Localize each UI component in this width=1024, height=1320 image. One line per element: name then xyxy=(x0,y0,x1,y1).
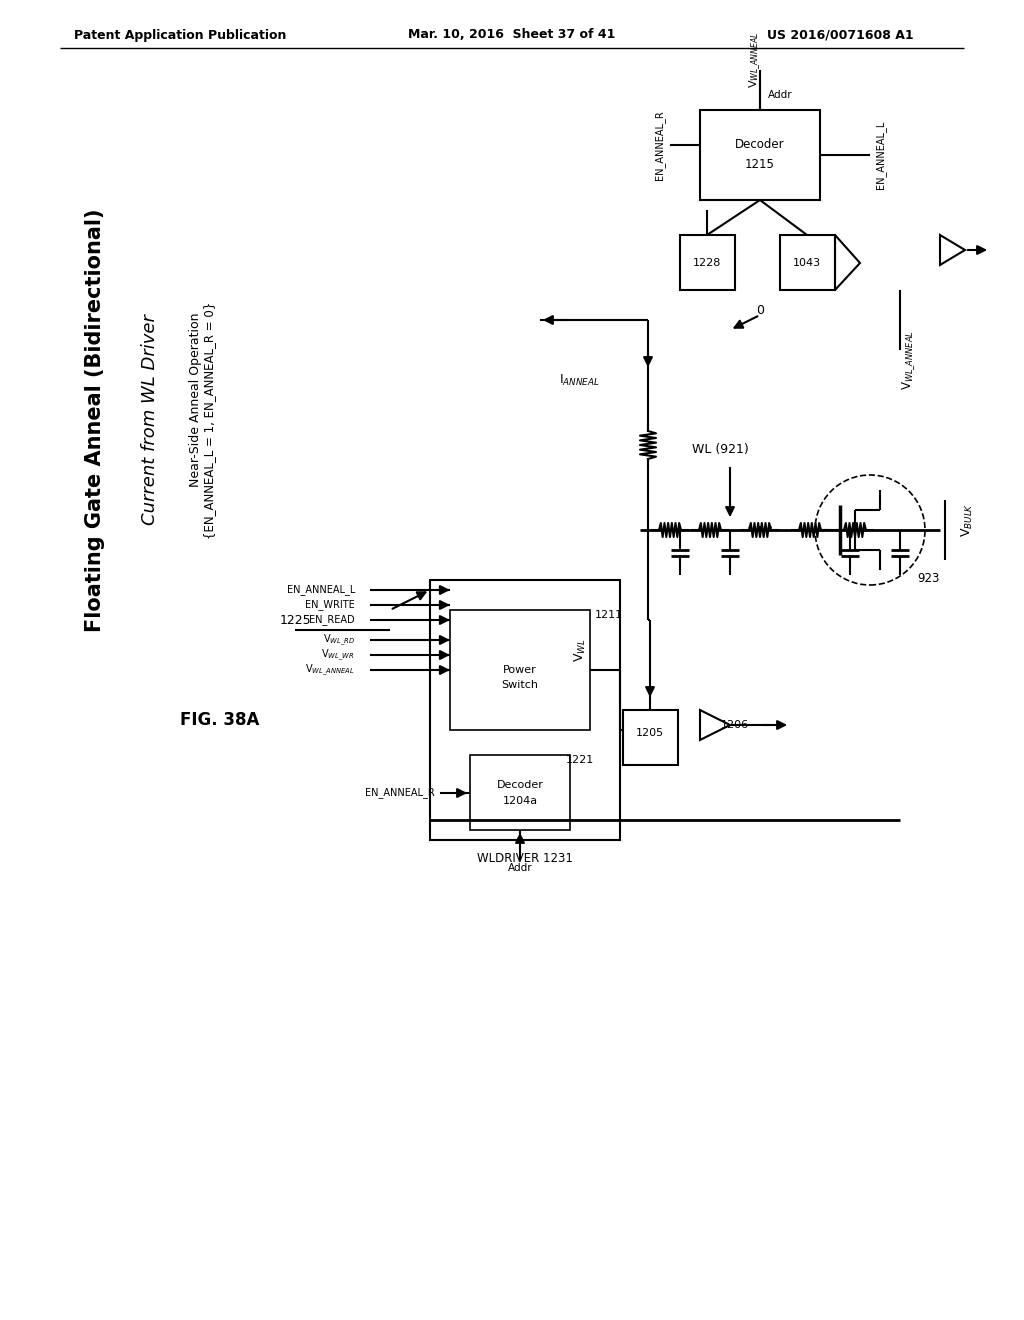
Text: WL (921): WL (921) xyxy=(691,444,749,457)
Text: V$_{WL\_WR}$: V$_{WL\_WR}$ xyxy=(322,647,355,663)
Text: V$_{WL\_RD}$: V$_{WL\_RD}$ xyxy=(323,632,355,648)
Text: V$_{WL\_ANNEAL}$: V$_{WL\_ANNEAL}$ xyxy=(748,32,763,88)
Text: WLDRIVER 1231: WLDRIVER 1231 xyxy=(477,851,573,865)
Text: V$_{WL\_ANNEAL}$: V$_{WL\_ANNEAL}$ xyxy=(900,330,916,389)
Text: 1225: 1225 xyxy=(280,614,311,627)
Text: 1205: 1205 xyxy=(636,729,664,738)
Text: Addr: Addr xyxy=(768,90,793,100)
Text: Decoder: Decoder xyxy=(735,139,784,152)
Text: Addr: Addr xyxy=(508,863,532,873)
Text: 923: 923 xyxy=(916,572,939,585)
Bar xyxy=(450,610,590,730)
Text: {EN_ANNEAL_L = 1, EN_ANNEAL_R = 0}: {EN_ANNEAL_L = 1, EN_ANNEAL_R = 0} xyxy=(204,301,216,539)
Bar xyxy=(700,110,820,201)
Text: 1215: 1215 xyxy=(745,158,775,172)
Bar xyxy=(430,579,620,840)
Text: Power: Power xyxy=(503,665,537,675)
Text: EN_ANNEAL_R: EN_ANNEAL_R xyxy=(654,110,665,180)
Text: V$_{BULK}$: V$_{BULK}$ xyxy=(961,503,975,537)
Text: Patent Application Publication: Patent Application Publication xyxy=(74,29,286,41)
Text: Mar. 10, 2016  Sheet 37 of 41: Mar. 10, 2016 Sheet 37 of 41 xyxy=(409,29,615,41)
Text: Floating Gate Anneal (Bidirectional): Floating Gate Anneal (Bidirectional) xyxy=(85,209,105,632)
Text: EN_ANNEAL_R: EN_ANNEAL_R xyxy=(366,788,435,799)
Text: 1228: 1228 xyxy=(693,257,721,268)
Text: EN_WRITE: EN_WRITE xyxy=(305,599,355,610)
Text: V$_{WL}$: V$_{WL}$ xyxy=(572,638,588,661)
Bar xyxy=(680,235,735,290)
Text: • • •: • • • xyxy=(746,523,773,533)
Text: 1221: 1221 xyxy=(566,755,594,766)
Text: 0: 0 xyxy=(756,304,764,317)
Text: Decoder: Decoder xyxy=(497,780,544,789)
Text: 1206: 1206 xyxy=(721,719,750,730)
Text: FIG. 38A: FIG. 38A xyxy=(180,711,260,729)
Bar xyxy=(623,710,678,766)
Text: V$_{WL\_ANNEAL}$: V$_{WL\_ANNEAL}$ xyxy=(305,663,355,677)
Text: EN_ANNEAL_L: EN_ANNEAL_L xyxy=(874,121,886,189)
Text: 1043: 1043 xyxy=(793,257,821,268)
Text: Current from WL Driver: Current from WL Driver xyxy=(141,314,159,525)
Text: 1204a: 1204a xyxy=(503,796,538,807)
Text: US 2016/0071608 A1: US 2016/0071608 A1 xyxy=(767,29,913,41)
Text: 1211: 1211 xyxy=(595,610,624,620)
Text: Near-Side Anneal Operation: Near-Side Anneal Operation xyxy=(188,313,202,487)
Text: EN_READ: EN_READ xyxy=(309,615,355,626)
Text: Switch: Switch xyxy=(502,680,539,690)
Bar xyxy=(470,755,570,830)
Text: EN_ANNEAL_L: EN_ANNEAL_L xyxy=(287,585,355,595)
Bar xyxy=(780,235,835,290)
Text: I$_{ANNEAL}$: I$_{ANNEAL}$ xyxy=(559,372,600,388)
